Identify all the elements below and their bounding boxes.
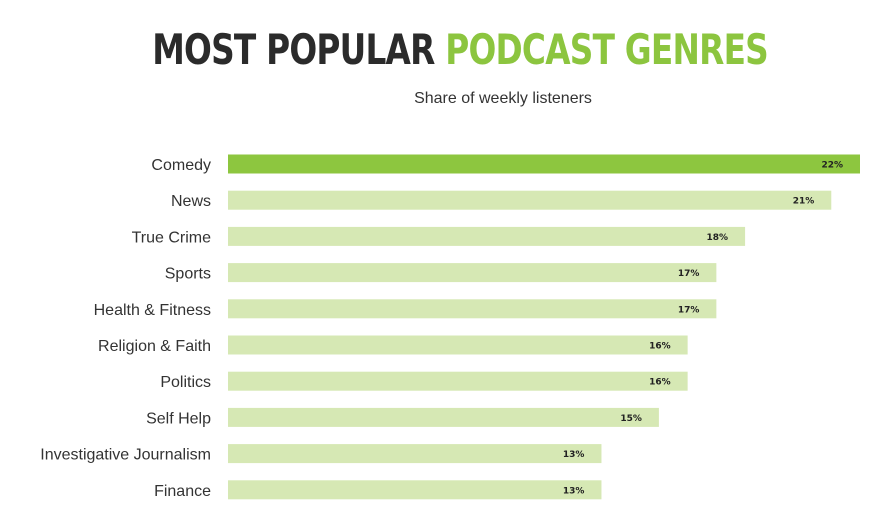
category-label: Comedy [151, 157, 211, 174]
bar-news [228, 190, 832, 210]
bar-investigative-journalism [228, 444, 602, 464]
category-label: Self Help [146, 410, 211, 427]
chart-subtitle: Share of weekly listeners [414, 90, 592, 107]
value-label: 18% [707, 233, 729, 243]
bar-religion-faith [228, 335, 688, 355]
value-label: 16% [649, 378, 671, 388]
chart-title: MOST POPULAR PODCAST GENRES [111, 24, 810, 76]
category-label: Finance [154, 483, 211, 500]
bar-comedy [228, 154, 860, 174]
bar-finance [228, 480, 602, 500]
value-label: 22% [821, 161, 843, 171]
category-label: Health & Fitness [94, 302, 211, 319]
category-label: News [171, 193, 211, 210]
bar-sports [228, 263, 717, 283]
bar-true-crime [228, 226, 746, 246]
category-label: Religion & Faith [98, 338, 211, 355]
category-label: True Crime [132, 229, 212, 246]
value-label: 13% [563, 450, 585, 460]
value-label: 15% [620, 414, 642, 424]
bar-politics [228, 371, 688, 391]
value-label: 13% [563, 486, 585, 496]
bar-self-help [228, 407, 659, 427]
value-label: 17% [678, 269, 700, 279]
title-part-accent: PODCAST GENRES [445, 25, 769, 74]
value-label: 17% [678, 305, 700, 315]
value-label: 16% [649, 342, 671, 352]
value-label: 21% [793, 197, 815, 207]
category-label: Politics [160, 374, 211, 391]
title-part-dark: MOST POPULAR [152, 25, 435, 74]
category-label: Sports [165, 266, 211, 283]
bar-health-fitness [228, 299, 717, 319]
category-label: Investigative Journalism [40, 447, 211, 464]
